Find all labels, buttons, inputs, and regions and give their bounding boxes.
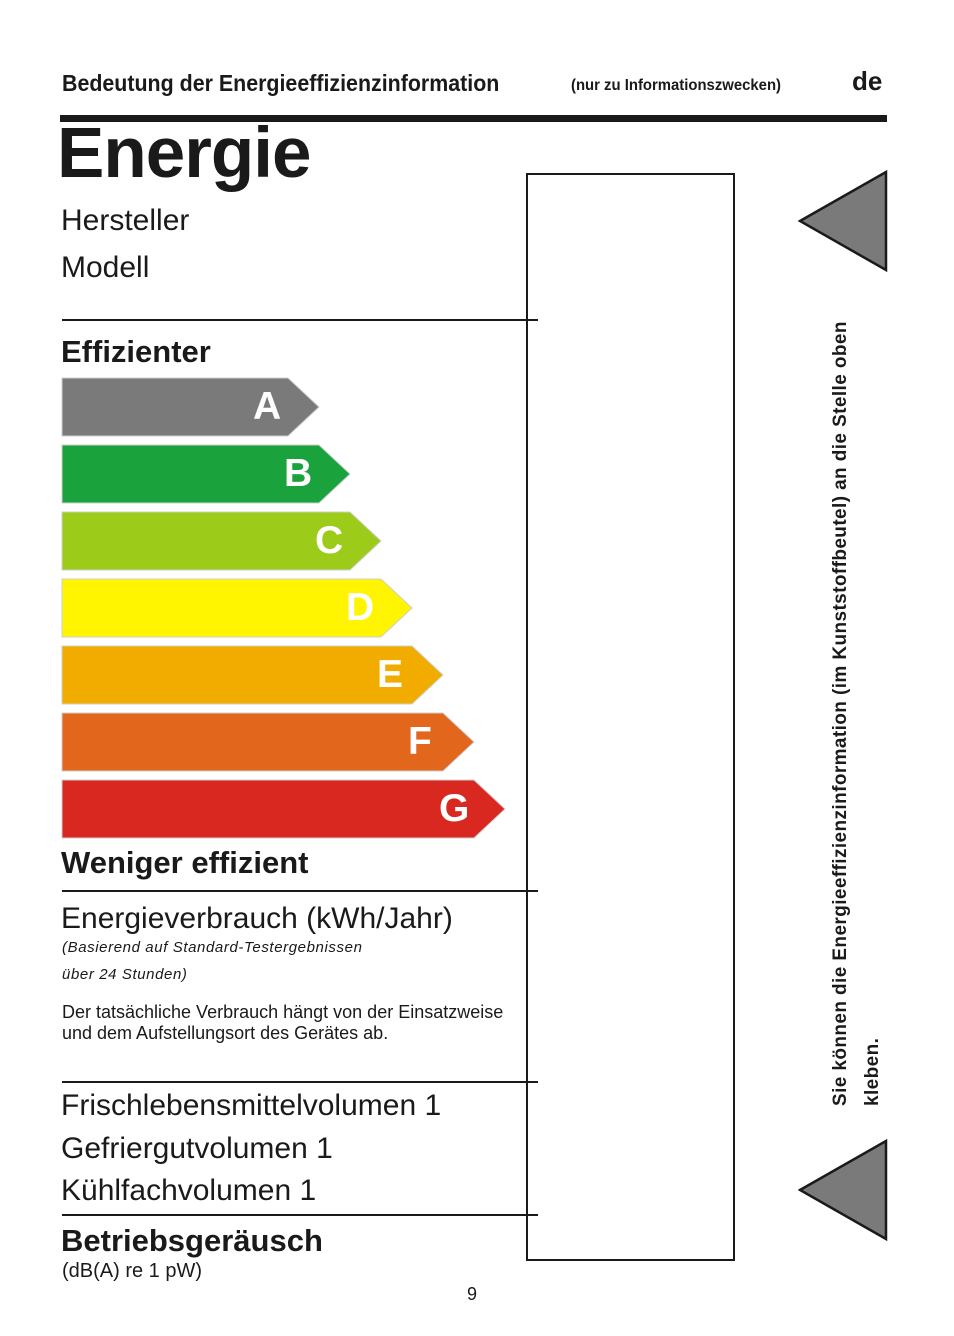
- header-note: (nur zu Informationszwecken): [571, 77, 781, 94]
- efficiency-arrow-g: [61, 779, 506, 839]
- efficiency-class-letter: B: [284, 452, 313, 495]
- efficiency-class-letter: G: [439, 787, 470, 830]
- consumption-note-line-2: über 24 Stunden): [62, 966, 188, 983]
- efficiency-class-letter: F: [408, 720, 432, 763]
- less-efficient-label: Weniger effizient: [61, 845, 309, 880]
- divider-4: [62, 1214, 538, 1216]
- noise-label: Betriebsgeräusch: [61, 1223, 323, 1258]
- efficiency-class-a: A: [61, 377, 320, 437]
- efficiency-class-letter: D: [346, 586, 375, 629]
- efficiency-class-d: D: [61, 578, 413, 638]
- header-title: Bedeutung der Energieeffizienzinformatio…: [62, 70, 500, 96]
- model-label: Modell: [61, 251, 150, 284]
- efficiency-arrow-d: [61, 578, 413, 638]
- efficiency-class-f: F: [61, 712, 475, 772]
- language-code: de: [852, 66, 883, 96]
- sticker-instruction: Sie können die Energieeffizienzinformati…: [830, 321, 883, 1106]
- page-number: 9: [467, 1284, 478, 1304]
- efficiency-class-b: B: [61, 444, 351, 504]
- efficiency-class-letter: E: [377, 653, 404, 696]
- efficiency-class-letter: C: [315, 519, 344, 562]
- efficiency-arrow-f: [61, 712, 475, 772]
- label-title: Energie: [57, 114, 311, 193]
- divider-3: [62, 1081, 538, 1083]
- efficiency-class-g: G: [61, 779, 506, 839]
- header-rule: [60, 115, 887, 122]
- noise-unit: (dB(A) re 1 pW): [62, 1260, 203, 1282]
- efficiency-class-c: C: [61, 511, 382, 571]
- fresh-volume-label: Frischlebensmittelvolumen 1: [61, 1089, 442, 1122]
- manufacturer-label: Hersteller: [61, 204, 190, 237]
- triangle-marker-bottom-icon: [798, 1139, 888, 1241]
- efficiency-arrow-c: [61, 511, 382, 571]
- consumption-note-line-1: (Basierend auf Standard-Testergebnissen: [62, 939, 363, 956]
- actual-consumption-note: Der tatsächliche Verbrauch hängt von der…: [62, 1002, 504, 1043]
- energy-consumption-label: Energieverbrauch (kWh/Jahr): [61, 902, 453, 935]
- freezer-volume-label: Gefriergutvolumen 1: [61, 1132, 333, 1165]
- chiller-volume-label: Kühlfachvolumen 1: [61, 1174, 317, 1207]
- sticker-placeholder-box: [526, 173, 735, 1261]
- triangle-marker-top-icon: [798, 170, 888, 272]
- efficiency-class-letter: A: [253, 385, 282, 428]
- more-efficient-label: Effizienter: [61, 334, 211, 369]
- divider-1: [62, 319, 538, 321]
- divider-2: [62, 890, 538, 892]
- efficiency-arrow-a: [61, 377, 320, 437]
- efficiency-arrow-e: [61, 645, 444, 705]
- efficiency-arrow-b: [61, 444, 351, 504]
- efficiency-class-e: E: [61, 645, 444, 705]
